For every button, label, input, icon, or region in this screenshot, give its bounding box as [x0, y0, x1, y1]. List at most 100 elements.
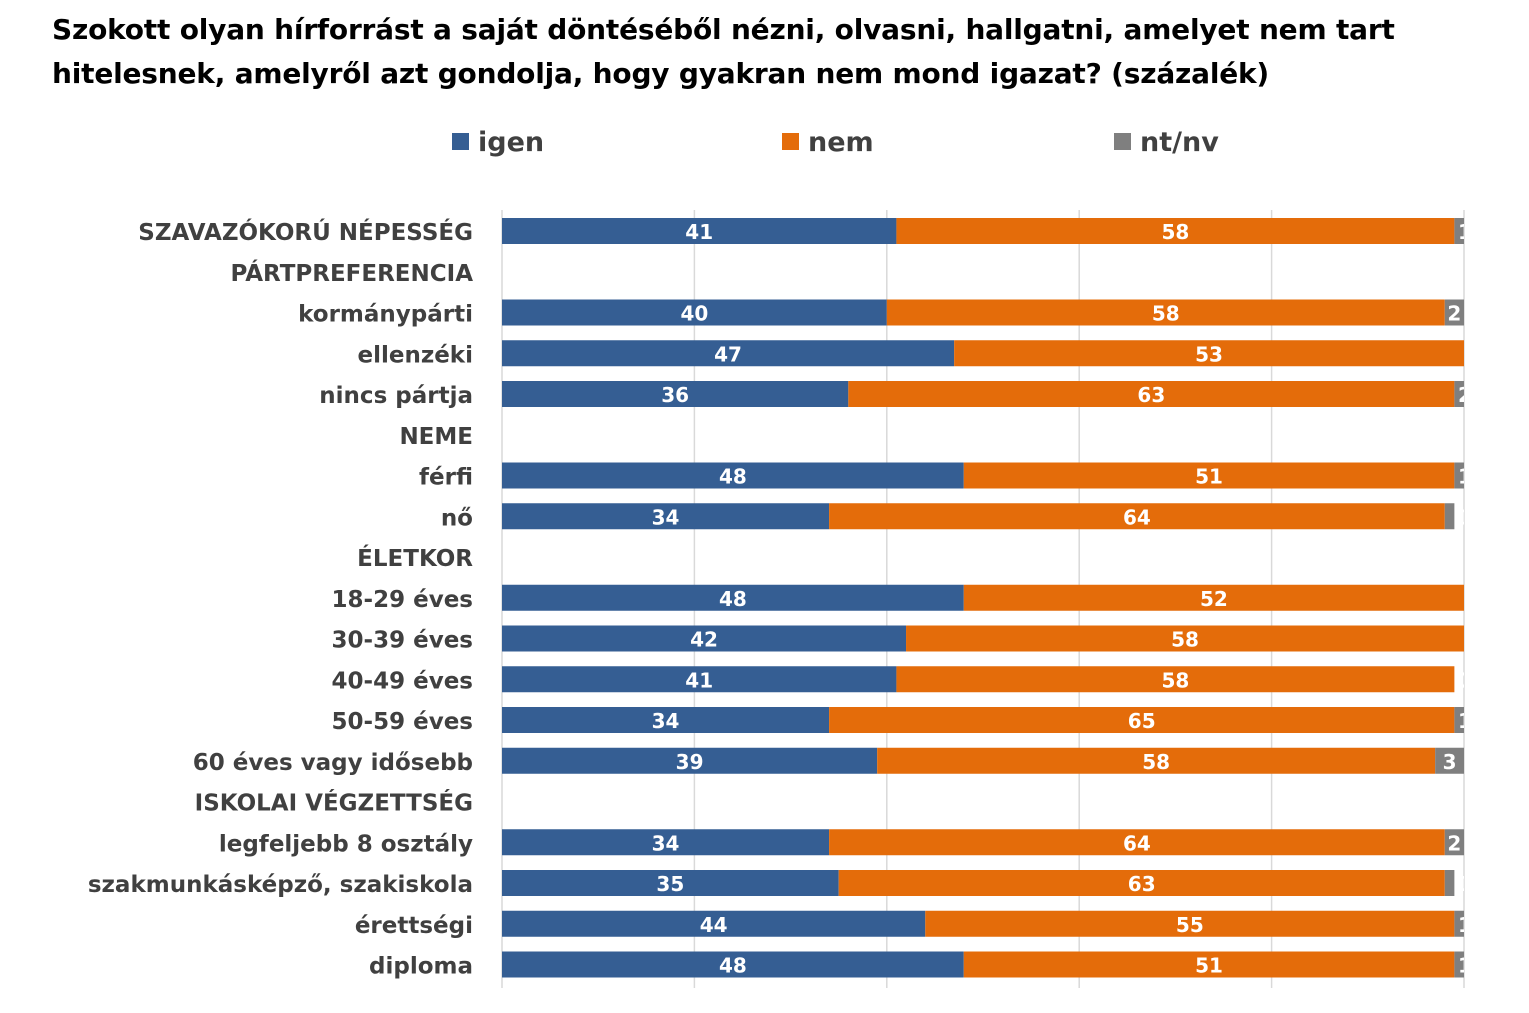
category-label: ÉLETKOR	[357, 544, 473, 572]
value-label-nt/nv: 3	[1443, 750, 1457, 774]
legend-label-2: nt/nv	[1140, 127, 1219, 158]
bar-segment-nem	[954, 340, 1464, 367]
value-label-igen: 41	[685, 668, 713, 692]
value-label-igen: 36	[661, 383, 689, 407]
bar-segment-igen	[502, 299, 887, 326]
value-label-nt/nv: 1	[1458, 954, 1472, 978]
category-label: ellenzéki	[357, 342, 473, 368]
legend: igen nem nt/nv	[452, 127, 1219, 158]
bar-segment-nem	[896, 218, 1455, 244]
bar-segment-nt/nv	[1444, 829, 1464, 856]
value-label-igen: 40	[680, 302, 708, 326]
bar-segment-igen	[502, 381, 849, 407]
bar-segment-nem	[896, 666, 1455, 693]
value-label-nem: 55	[1176, 913, 1204, 937]
legend-label-1: nem	[808, 127, 874, 158]
bar-segment-nem	[925, 910, 1455, 937]
bar-segment-nem	[906, 625, 1464, 652]
bar-segment-igen	[502, 584, 964, 611]
category-label: legfeljebb 8 osztály	[219, 831, 473, 857]
bar-segment-igen	[502, 666, 897, 693]
bar-segment-igen	[502, 870, 839, 896]
category-label: nő	[441, 505, 473, 531]
value-label-nem: 58	[1142, 750, 1170, 774]
category-label: férfi	[419, 465, 473, 491]
category-label: 40-49 éves	[332, 668, 473, 694]
bar-segment-nt/nv	[1444, 299, 1464, 326]
bar-segment-nem	[838, 870, 1445, 896]
value-label-igen: 34	[652, 831, 680, 855]
value-label-igen: 47	[714, 342, 742, 366]
chart-title: Szokott olyan hírforrást a saját döntésé…	[52, 13, 1395, 90]
value-label-nem: 58	[1161, 220, 1189, 244]
bar-segment-nem	[848, 381, 1455, 407]
value-label-nem: 64	[1123, 505, 1151, 529]
value-label-igen: 34	[652, 505, 680, 529]
bar-segment-nem	[963, 584, 1464, 611]
bar-segment-igen	[502, 707, 830, 733]
value-label-igen: 48	[719, 587, 747, 611]
bar-segment-nt/nv	[1435, 747, 1464, 774]
value-label-igen: 34	[652, 709, 680, 733]
legend-label-0: igen	[478, 127, 544, 158]
bar-segment-nt/nv	[1454, 218, 1464, 244]
bar-segment-nem	[877, 747, 1436, 774]
bar-segment-nt/nv	[1454, 381, 1464, 407]
legend-swatch-2	[1114, 133, 1131, 150]
bar-segment-nem	[963, 951, 1455, 978]
bar-segment-igen	[502, 340, 955, 367]
bar-segment-nt/nv	[1454, 707, 1464, 733]
bar-segment-nem	[829, 829, 1445, 856]
value-label-igen: 48	[719, 954, 747, 978]
value-label-igen: 48	[719, 465, 747, 489]
category-label: PÁRTPREFERENCIA	[230, 259, 473, 287]
value-label-igen: 42	[690, 628, 718, 652]
bar-segment-igen	[502, 462, 964, 489]
category-label: nincs pártja	[319, 383, 473, 409]
value-label-nem: 63	[1137, 383, 1165, 407]
category-label: diploma	[369, 954, 473, 980]
category-label: SZAVAZÓKORÚ NÉPESSÉG	[138, 218, 473, 246]
bar-segment-igen	[502, 625, 907, 652]
category-labels: SZAVAZÓKORÚ NÉPESSÉG PÁRTPREFERENCIA kormá…	[88, 218, 473, 980]
bar-segment-igen	[502, 218, 897, 244]
category-label: 30-39 éves	[332, 628, 473, 654]
value-label-nem: 58	[1152, 302, 1180, 326]
bar-segment-igen	[502, 747, 878, 774]
category-label: ISKOLAI VÉGZETTSÉG	[195, 789, 473, 817]
value-label-igen: 44	[700, 913, 728, 937]
bar-segment-nt/nv	[1454, 462, 1464, 489]
bar-segment-igen	[502, 503, 830, 530]
bar-segment-nem	[829, 707, 1455, 733]
category-label: szakmunkásképző, szakiskola	[88, 872, 473, 898]
value-label-nem: 58	[1171, 628, 1199, 652]
category-label: érettségi	[355, 913, 473, 939]
value-label-igen: 35	[656, 872, 684, 896]
value-label-nem: 51	[1195, 954, 1223, 978]
category-label: 18-29 éves	[332, 587, 473, 613]
legend-swatch-1	[782, 133, 799, 150]
value-label-nt/nv: 2	[1447, 302, 1461, 326]
category-label: kormánypárti	[298, 302, 473, 328]
value-label-nt/nv: 2	[1447, 831, 1461, 855]
bar-segment-nem	[886, 299, 1445, 326]
category-label: NEME	[399, 424, 473, 450]
value-label-nem: 63	[1128, 872, 1156, 896]
value-label-nt/nv: 1	[1458, 465, 1472, 489]
bar-segment-nt/nv	[1444, 503, 1455, 530]
bar-segment-nt/nv	[1454, 951, 1464, 978]
bar-segment-nt/nv	[1454, 910, 1464, 937]
bars: 41 58 1 40 58 2 47 53 36 63 2 48 51 1 34 64 1 48 52 42 58 41 5…	[502, 218, 1472, 978]
value-label-nem: 58	[1161, 668, 1189, 692]
value-label-nem: 65	[1128, 709, 1156, 733]
value-label-nt/nv: 1	[1458, 872, 1472, 896]
value-label-igen: 41	[685, 220, 713, 244]
value-label-nem: 52	[1200, 587, 1228, 611]
category-label: 50-59 éves	[332, 709, 473, 735]
value-label-nem: 64	[1123, 831, 1151, 855]
category-label: 60 éves vagy idősebb	[193, 750, 473, 776]
value-label-igen: 39	[676, 750, 704, 774]
value-label-nt/nv: 1	[1458, 220, 1472, 244]
value-label-nt/nv: 1	[1458, 709, 1472, 733]
